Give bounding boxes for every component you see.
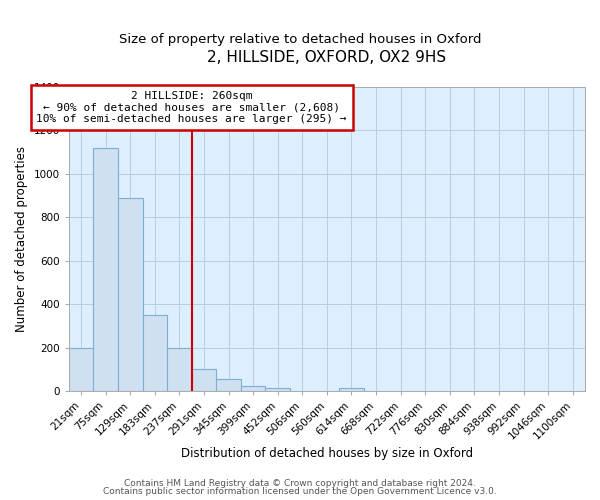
Bar: [118, 198, 143, 391]
Title: 2, HILLSIDE, OXFORD, OX2 9HS: 2, HILLSIDE, OXFORD, OX2 9HS: [208, 50, 446, 65]
Bar: [143, 315, 167, 391]
Bar: [192, 370, 217, 391]
Bar: [217, 379, 241, 391]
Text: Contains HM Land Registry data © Crown copyright and database right 2024.: Contains HM Land Registry data © Crown c…: [124, 478, 476, 488]
Bar: [339, 388, 364, 391]
Bar: [265, 388, 290, 391]
X-axis label: Distribution of detached houses by size in Oxford: Distribution of detached houses by size …: [181, 447, 473, 460]
Bar: [69, 348, 94, 391]
Text: 2 HILLSIDE: 260sqm
← 90% of detached houses are smaller (2,608)
10% of semi-deta: 2 HILLSIDE: 260sqm ← 90% of detached hou…: [37, 91, 347, 124]
Bar: [94, 148, 118, 391]
Bar: [241, 386, 265, 391]
Bar: [167, 348, 192, 391]
Y-axis label: Number of detached properties: Number of detached properties: [15, 146, 28, 332]
Text: Size of property relative to detached houses in Oxford: Size of property relative to detached ho…: [119, 32, 481, 46]
Text: Contains public sector information licensed under the Open Government Licence v3: Contains public sector information licen…: [103, 487, 497, 496]
